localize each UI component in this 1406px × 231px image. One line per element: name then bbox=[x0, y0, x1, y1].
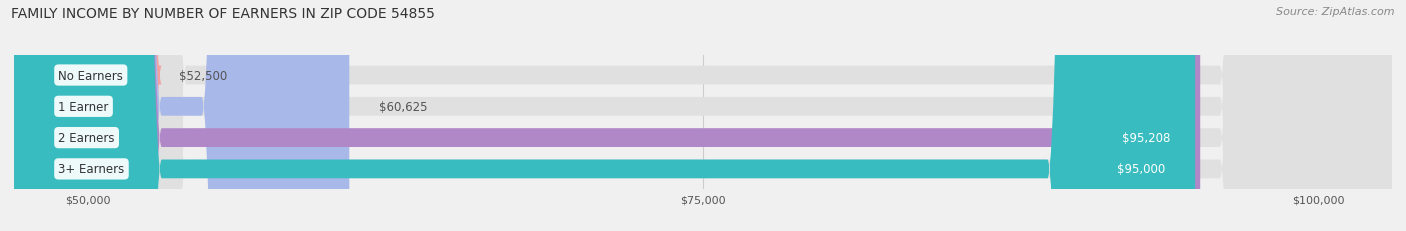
FancyBboxPatch shape bbox=[14, 0, 1195, 231]
FancyBboxPatch shape bbox=[14, 0, 349, 231]
Text: Source: ZipAtlas.com: Source: ZipAtlas.com bbox=[1277, 7, 1395, 17]
Text: 2 Earners: 2 Earners bbox=[58, 131, 115, 144]
FancyBboxPatch shape bbox=[14, 0, 1201, 231]
FancyBboxPatch shape bbox=[14, 0, 1392, 231]
FancyBboxPatch shape bbox=[1, 0, 162, 231]
Text: FAMILY INCOME BY NUMBER OF EARNERS IN ZIP CODE 54855: FAMILY INCOME BY NUMBER OF EARNERS IN ZI… bbox=[11, 7, 434, 21]
Text: 1 Earner: 1 Earner bbox=[58, 100, 108, 113]
FancyBboxPatch shape bbox=[14, 0, 1392, 231]
Text: $95,208: $95,208 bbox=[1122, 131, 1171, 144]
FancyBboxPatch shape bbox=[14, 0, 1392, 231]
Text: 3+ Earners: 3+ Earners bbox=[58, 163, 125, 176]
Text: $52,500: $52,500 bbox=[179, 69, 228, 82]
Text: $60,625: $60,625 bbox=[378, 100, 427, 113]
Text: No Earners: No Earners bbox=[58, 69, 124, 82]
FancyBboxPatch shape bbox=[14, 0, 1392, 231]
Text: $95,000: $95,000 bbox=[1118, 163, 1166, 176]
